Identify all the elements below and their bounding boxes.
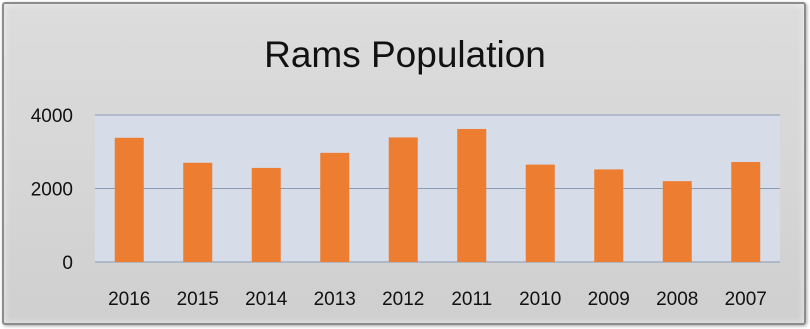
x-tick-label-2012: 2012 (382, 289, 424, 310)
bar-2007 (731, 162, 761, 262)
x-tick-label-2016: 2016 (108, 289, 150, 310)
bar-2010 (525, 164, 555, 262)
plot-area: 0 2000 4000 2016 2015 2014 2013 2012 2011 2010 200… (31, 106, 780, 310)
bar-2014 (251, 167, 281, 262)
bar-2013 (320, 152, 350, 262)
x-tick-label-2015: 2015 (177, 289, 219, 310)
bar-2016 (114, 137, 144, 262)
x-tick-label-2008: 2008 (656, 289, 698, 310)
bar-2015 (183, 162, 213, 262)
x-tick-label-2014: 2014 (245, 289, 288, 310)
y-tick-label-2000: 2000 (31, 180, 73, 201)
y-tick-label-0: 0 (62, 253, 73, 274)
x-tick-label-2007: 2007 (725, 289, 767, 310)
x-tick-label-2010: 2010 (519, 289, 561, 310)
bar-2008 (662, 181, 692, 262)
bar-2009 (594, 169, 624, 262)
x-tick-label-2013: 2013 (314, 289, 356, 310)
y-tick-label-4000: 4000 (31, 106, 73, 127)
bar-2012 (388, 137, 418, 262)
chart-title: Rams Population (264, 34, 546, 75)
bar-2011 (457, 128, 487, 262)
x-tick-label-2011: 2011 (451, 289, 492, 310)
x-tick-label-2009: 2009 (588, 289, 630, 310)
